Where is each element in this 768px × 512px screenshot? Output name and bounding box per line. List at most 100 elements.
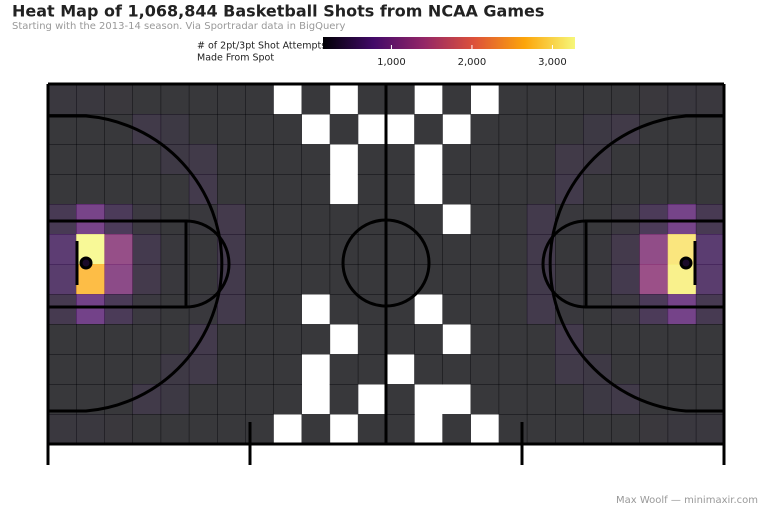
heat-cell bbox=[667, 84, 697, 115]
heat-cell bbox=[76, 174, 105, 205]
heat-cell bbox=[48, 264, 77, 295]
heat-cell bbox=[104, 324, 133, 355]
heat-cell bbox=[526, 324, 556, 355]
heat-cell bbox=[667, 324, 697, 355]
heat-cell bbox=[695, 144, 725, 175]
heat-cell bbox=[386, 264, 415, 295]
chart-title: Heat Map of 1,068,844 Basketball Shots f… bbox=[12, 2, 544, 21]
heat-cell bbox=[470, 294, 500, 325]
heat-cell bbox=[667, 414, 697, 445]
heat-cell bbox=[695, 264, 725, 295]
heat-cell bbox=[498, 324, 528, 355]
heat-cell bbox=[245, 204, 274, 235]
heat-cell bbox=[301, 174, 331, 205]
heat-cell bbox=[442, 414, 471, 445]
heat-cell bbox=[555, 414, 584, 445]
heat-cell bbox=[526, 84, 556, 115]
chart-subtitle: Starting with the 2013-14 season. Via Sp… bbox=[12, 21, 346, 32]
heat-cell bbox=[48, 354, 77, 385]
heat-cell bbox=[386, 174, 415, 205]
heat-cell bbox=[301, 234, 331, 265]
heat-cell bbox=[498, 144, 528, 175]
colorbar-tick-label: 3,000 bbox=[538, 57, 567, 68]
heat-cell bbox=[695, 414, 725, 445]
heat-cell bbox=[498, 264, 528, 295]
heat-cell bbox=[386, 384, 415, 415]
heat-cell bbox=[217, 414, 246, 445]
heat-cell bbox=[104, 384, 133, 415]
heat-cell bbox=[611, 324, 640, 355]
heat-cell bbox=[470, 324, 500, 355]
heat-cell bbox=[188, 84, 218, 115]
heat-cell bbox=[76, 264, 105, 295]
heat-cell bbox=[217, 84, 246, 115]
heat-cell bbox=[48, 234, 77, 265]
heat-cell bbox=[301, 264, 331, 295]
heat-cell bbox=[414, 114, 443, 145]
heat-cell bbox=[414, 354, 443, 385]
heat-cell bbox=[667, 144, 697, 175]
heat-cell bbox=[639, 264, 669, 295]
heat-cell bbox=[160, 324, 190, 355]
heat-cell bbox=[245, 384, 274, 415]
heat-cell bbox=[104, 234, 133, 265]
heat-cell bbox=[667, 204, 697, 235]
heat-cell bbox=[245, 324, 274, 355]
heat-cell bbox=[357, 84, 387, 115]
heat-cell bbox=[104, 354, 133, 385]
heat-cell bbox=[498, 174, 528, 205]
heat-cell bbox=[583, 114, 612, 145]
heat-cell bbox=[442, 234, 471, 265]
heat-cell bbox=[386, 84, 415, 115]
heat-cell bbox=[76, 144, 105, 175]
heat-cell bbox=[470, 174, 500, 205]
heat-cell bbox=[555, 144, 584, 175]
heat-cell bbox=[357, 324, 387, 355]
heat-cell bbox=[611, 234, 640, 265]
heat-cell bbox=[583, 204, 612, 235]
heat-cell bbox=[217, 294, 246, 325]
heat-cell bbox=[386, 234, 415, 265]
heat-cell bbox=[526, 114, 556, 145]
heat-cell bbox=[76, 414, 105, 445]
heat-cell bbox=[132, 144, 162, 175]
colorbar-tick-label: 1,000 bbox=[377, 57, 406, 68]
heat-cell bbox=[470, 384, 500, 415]
colorbar bbox=[323, 37, 575, 49]
heat-cell bbox=[470, 264, 500, 295]
heat-cell bbox=[160, 414, 190, 445]
heat-cell bbox=[442, 264, 471, 295]
heat-cell bbox=[667, 294, 697, 325]
heat-cell bbox=[639, 204, 669, 235]
heat-cell bbox=[386, 414, 415, 445]
heat-cell bbox=[245, 354, 274, 385]
legend-title: Made From Spot bbox=[197, 53, 274, 64]
heat-cell bbox=[48, 414, 77, 445]
heat-cell bbox=[442, 144, 471, 175]
heat-cell bbox=[273, 114, 302, 145]
heat-cell bbox=[273, 144, 302, 175]
heat-cell bbox=[498, 354, 528, 385]
heat-cell bbox=[217, 144, 246, 175]
heat-cell bbox=[639, 144, 669, 175]
heat-cell bbox=[357, 354, 387, 385]
heat-cell bbox=[583, 264, 612, 295]
heat-cell bbox=[414, 204, 443, 235]
heat-cell bbox=[611, 264, 640, 295]
heat-cell bbox=[132, 174, 162, 205]
heat-cell bbox=[132, 414, 162, 445]
heat-cell bbox=[273, 174, 302, 205]
heat-cell bbox=[245, 144, 274, 175]
heat-cell bbox=[639, 324, 669, 355]
heat-cell bbox=[188, 144, 218, 175]
heat-cell bbox=[526, 294, 556, 325]
heat-cell bbox=[695, 384, 725, 415]
heat-cell bbox=[329, 204, 359, 235]
legend-title: # of 2pt/3pt Shot Attempts bbox=[197, 41, 326, 52]
heat-cell bbox=[470, 114, 500, 145]
heat-cell bbox=[301, 84, 331, 115]
heat-cell bbox=[48, 84, 77, 115]
heat-cell bbox=[526, 174, 556, 205]
heat-cell bbox=[273, 324, 302, 355]
heat-cell bbox=[442, 174, 471, 205]
